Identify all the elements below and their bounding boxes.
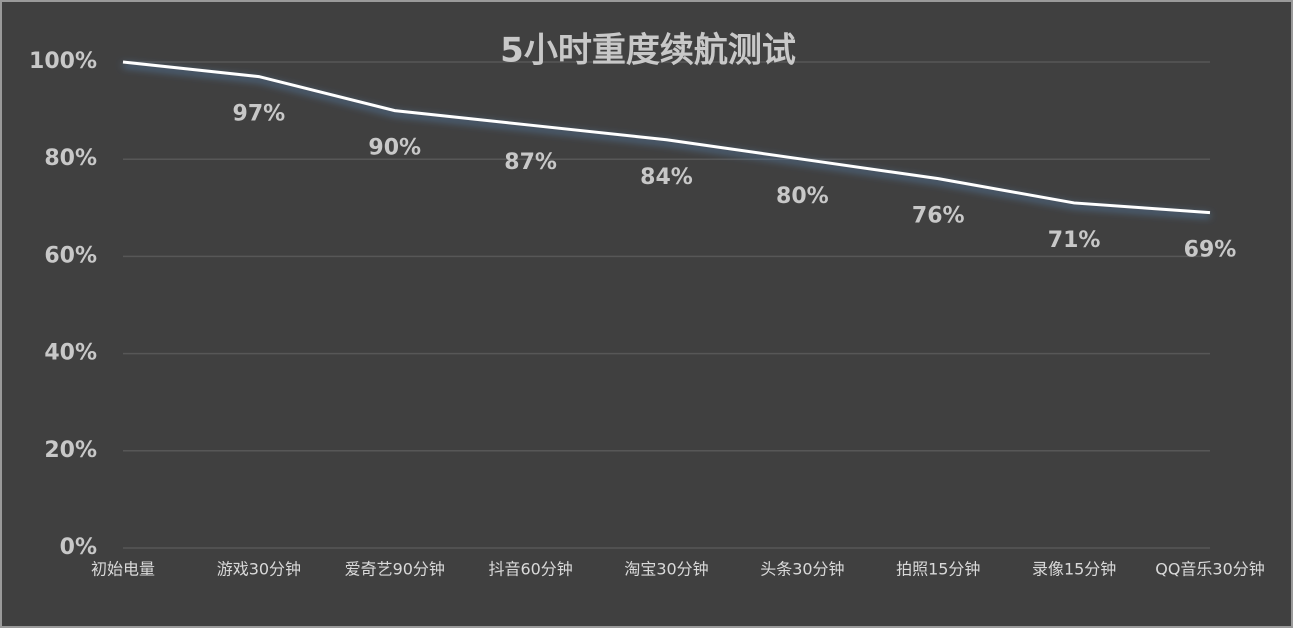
x-tick-label: 初始电量 <box>91 560 155 579</box>
data-label: 71% <box>1048 228 1101 253</box>
y-tick-label: 40% <box>44 341 97 366</box>
x-tick-label: 淘宝30分钟 <box>624 560 708 579</box>
y-tick-label: 60% <box>44 243 97 268</box>
data-label: 80% <box>776 184 829 209</box>
x-tick-label: 拍照15分钟 <box>896 560 980 579</box>
x-tick-label: 头条30分钟 <box>760 560 844 579</box>
x-tick-label: 录像15分钟 <box>1032 560 1116 579</box>
data-label: 84% <box>640 165 693 190</box>
y-tick-label: 0% <box>60 535 97 560</box>
data-label: 76% <box>912 204 965 229</box>
data-label: 97% <box>233 102 286 127</box>
chart-title: 5小时重度续航测试 <box>500 31 796 71</box>
x-tick-label: QQ音乐30分钟 <box>1155 560 1265 579</box>
x-tick-label: 爱奇艺90分钟 <box>345 560 445 579</box>
data-label: 90% <box>368 136 421 161</box>
y-tick-label: 100% <box>29 49 97 74</box>
x-tick-label: 游戏30分钟 <box>217 560 301 579</box>
data-line <box>122 60 1211 215</box>
data-label: 87% <box>504 150 557 175</box>
y-tick-label: 80% <box>44 146 97 171</box>
grid <box>123 61 1210 549</box>
data-label: 69% <box>1184 238 1237 263</box>
x-tick-label: 抖音60分钟 <box>488 560 572 579</box>
y-tick-label: 20% <box>44 438 97 463</box>
